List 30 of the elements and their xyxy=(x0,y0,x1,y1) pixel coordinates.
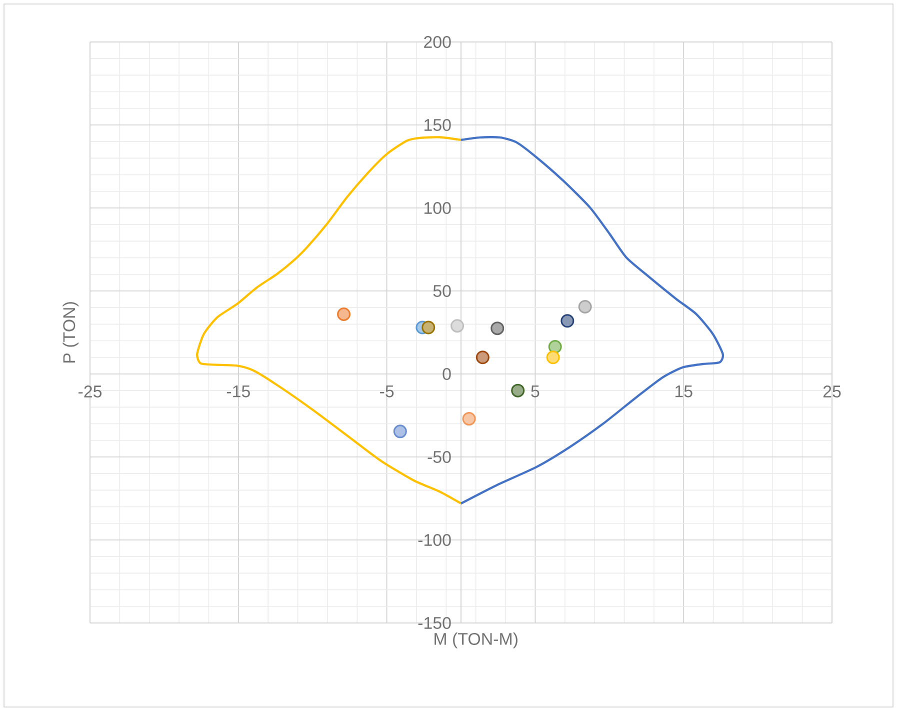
point xyxy=(393,424,407,438)
point xyxy=(422,320,436,334)
point xyxy=(462,412,476,426)
y-axis-title: P (TON) xyxy=(62,302,78,362)
x-tick-label: 25 xyxy=(823,386,841,398)
point xyxy=(490,322,504,336)
point xyxy=(337,307,351,321)
x-tick-label: 5 xyxy=(531,386,540,398)
y-tick-label: -50 xyxy=(428,450,451,463)
x-tick-label: -25 xyxy=(78,386,102,398)
point xyxy=(560,314,574,328)
point xyxy=(450,319,464,333)
y-tick-label: -100 xyxy=(418,534,451,546)
x-tick-label: 15 xyxy=(675,386,692,398)
point xyxy=(546,350,560,364)
point xyxy=(578,300,592,314)
y-tick-label: 100 xyxy=(424,202,451,214)
y-tick-label: 150 xyxy=(424,118,451,131)
line-series xyxy=(196,136,462,505)
y-tick-label: -150 xyxy=(418,616,451,629)
point xyxy=(548,340,562,354)
x-tick-label: -5 xyxy=(380,386,394,398)
x-axis-title: M (TON-M) xyxy=(434,632,518,648)
y-tick-label: 200 xyxy=(424,36,451,48)
point xyxy=(511,384,525,398)
line-series xyxy=(460,136,724,505)
x-tick-label: -15 xyxy=(226,386,250,398)
y-tick-label: 0 xyxy=(442,368,451,380)
y-tick-label: 50 xyxy=(433,284,451,297)
point xyxy=(476,350,490,364)
